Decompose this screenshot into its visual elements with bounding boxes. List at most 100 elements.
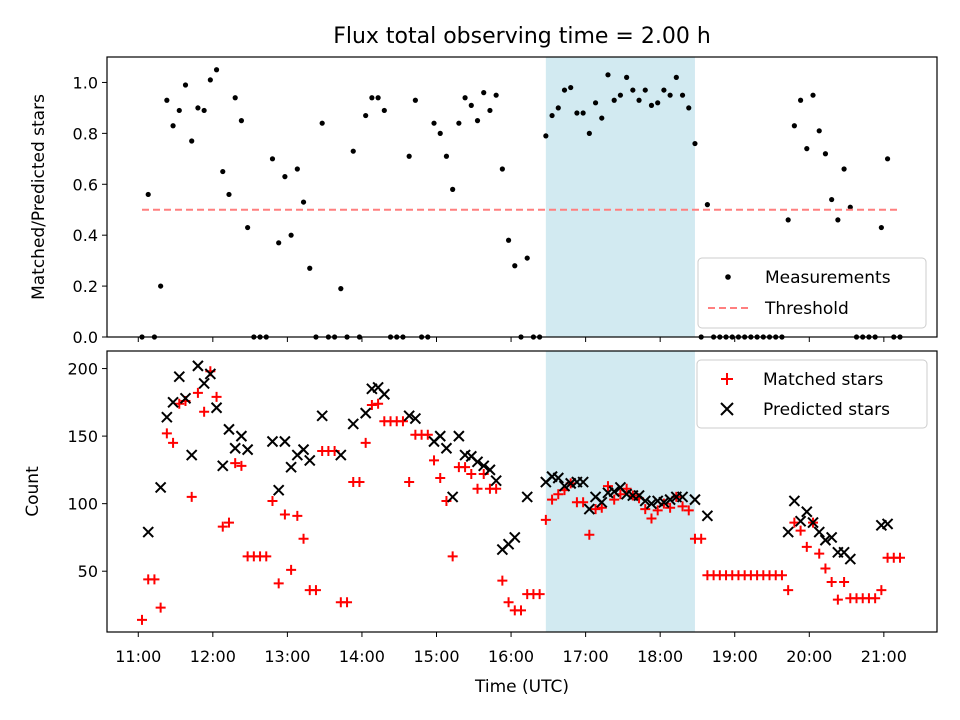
measurement-point (276, 240, 282, 246)
measurement-point (797, 97, 804, 103)
chart-title: Flux total observing time = 2.00 h (333, 24, 711, 49)
y-tick-label: 200 (67, 360, 98, 379)
predicted-legend-marker (720, 402, 734, 416)
matched-star-point (683, 505, 694, 516)
predicted-star-point (782, 526, 794, 538)
measurement-point (456, 120, 462, 126)
measurement-point (381, 107, 387, 114)
x-tick-label: 13:00 (264, 647, 310, 666)
predicted-star-point (478, 460, 490, 472)
x-tick-label: 12:00 (190, 647, 236, 666)
predicted-star-point (552, 472, 564, 484)
measurement-point (213, 67, 220, 73)
measurement-point (164, 97, 170, 103)
measurement-point (307, 265, 313, 271)
matched-star-point (366, 400, 377, 411)
measurement-point (481, 90, 487, 96)
matched-star-point (360, 437, 371, 448)
measurement-point (300, 199, 307, 205)
matched-star-point (640, 504, 651, 515)
matched-star-point (466, 468, 477, 479)
x-axis-label: Time (UTC) (474, 677, 569, 697)
measurement-point (319, 120, 325, 126)
matched-star-point (621, 483, 632, 494)
measurement-point (561, 87, 568, 93)
predicted-star-point (658, 496, 670, 509)
predicted-star-point (179, 392, 192, 404)
measurement-point (176, 107, 182, 114)
predicted-star-point (409, 412, 422, 425)
predicted-star-point (825, 531, 838, 544)
measurement-point (816, 128, 822, 134)
measurement-point (412, 97, 418, 103)
matched-star-point (279, 509, 290, 520)
matched-star-point (795, 525, 806, 536)
matched-star-point (168, 437, 179, 448)
matched-star-point (230, 458, 241, 469)
bottom-y-ticks: 50 100 150 200 (67, 360, 107, 581)
matched-star-point (547, 494, 558, 505)
measurement-point (829, 196, 835, 203)
predicted-star-point (167, 396, 179, 409)
predicted-star-point (161, 411, 173, 423)
measurement-point (493, 92, 499, 98)
measurement-point (207, 77, 213, 83)
y-tick-label: 0.8 (73, 124, 98, 143)
measurement-point (704, 202, 710, 208)
matched-star-point (161, 428, 172, 439)
measurements-legend-marker (725, 274, 731, 280)
measurement-point (661, 87, 667, 93)
matched-star-point (199, 406, 210, 417)
bottom-legend: Matched stars Predicted stars (696, 359, 928, 429)
measurement-point (630, 87, 636, 93)
predicted-star-point (521, 491, 533, 503)
measurement-point (294, 166, 300, 172)
measurement-point (195, 105, 201, 111)
bottom-y-axis-label: Count (23, 466, 43, 517)
matched-star-point (491, 483, 502, 494)
x-tick-label: 20:00 (786, 647, 832, 666)
predicted-star-point (142, 526, 154, 538)
matched-legend-marker (721, 373, 733, 385)
predicted-star-point (807, 516, 819, 529)
matched-star-point (516, 605, 526, 616)
measurement-point (847, 204, 853, 210)
predicted-star-point (639, 495, 651, 507)
y-tick-label: 150 (67, 427, 98, 446)
measurement-point (232, 95, 238, 101)
x-tick-label: 14:00 (339, 647, 385, 666)
measurement-point (692, 140, 698, 147)
predicted-star-point (813, 526, 825, 538)
matched-star-point (820, 563, 831, 574)
predicted-star-point (210, 402, 223, 414)
matched-star-point (677, 501, 688, 512)
y-tick-label: 1.0 (73, 73, 98, 92)
matched-star-point (534, 589, 545, 600)
measurement-point (238, 118, 245, 124)
matched-star-point (192, 387, 203, 398)
matched-star-point (596, 502, 607, 513)
predicted-legend-label: Predicted stars (763, 400, 890, 420)
predicted-star-point (596, 496, 608, 509)
matched-star-point (870, 593, 881, 604)
top-panel: 0.0 0.2 0.4 0.6 0.8 1.0 Matched/Predicted sta… (29, 56, 938, 347)
predicted-star-point (788, 495, 801, 507)
measurement-point (586, 130, 592, 136)
measurement-point (201, 107, 207, 114)
predicted-star-point (266, 435, 279, 448)
measurement-point (841, 166, 847, 172)
matched-star-point (895, 552, 905, 563)
measurement-point (791, 123, 797, 129)
predicted-star-point (664, 493, 676, 506)
matched-star-point (373, 398, 384, 409)
predicted-star-point (173, 370, 185, 383)
matched-star-point (801, 541, 812, 552)
measurement-point (617, 92, 624, 98)
measurement-point (182, 82, 189, 88)
measurement-point (245, 224, 251, 231)
matched-star-point (553, 489, 564, 500)
measurement-point (431, 120, 437, 126)
x-tick-label: 18:00 (637, 647, 683, 666)
x-tick-label: 11:00 (115, 647, 161, 666)
matched-star-point (292, 510, 303, 521)
